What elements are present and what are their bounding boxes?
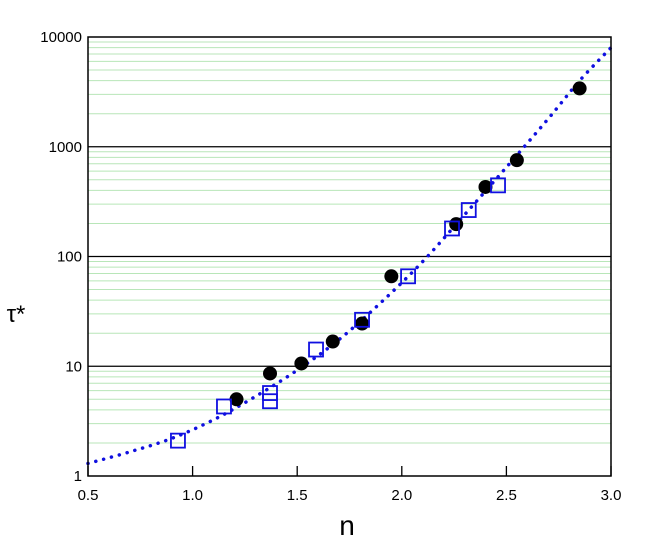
fit-curve xyxy=(86,45,613,466)
minor-gridlines xyxy=(88,41,611,444)
y-tick-label: 1 xyxy=(74,468,82,485)
x-tick-label: 3.0 xyxy=(601,487,622,504)
data-point-square xyxy=(444,220,460,237)
data-point-square xyxy=(262,393,278,410)
data-point-circle xyxy=(229,392,244,407)
data-point-square xyxy=(308,341,324,358)
data-point-square xyxy=(216,398,232,415)
x-tick-label: 1.5 xyxy=(287,487,308,504)
tick-labels: 1 10 100 1000 10000 0.5 1.0 1.5 2.0 2.5 3.0 xyxy=(40,29,621,504)
axis-ticks xyxy=(87,466,612,476)
y-tick-label: 10 xyxy=(65,358,82,375)
y-tick-label: 1000 xyxy=(49,139,82,156)
x-axis-label: n xyxy=(339,510,355,537)
x-tick-label: 0.5 xyxy=(78,487,99,504)
data-point-circle xyxy=(355,316,370,331)
data-point-circle xyxy=(294,356,309,371)
data-point-square xyxy=(460,202,477,218)
data-point-square xyxy=(490,177,506,194)
data-marks xyxy=(170,81,587,449)
x-tick-label: 2.0 xyxy=(391,487,412,504)
plot-frame xyxy=(87,36,612,477)
data-point-circle xyxy=(572,81,587,96)
x-tick-label: 1.0 xyxy=(182,487,203,504)
data-point-circle xyxy=(478,179,493,194)
fit-curve-layer xyxy=(86,45,613,466)
data-point-square xyxy=(170,432,186,449)
data-point-square xyxy=(262,385,278,401)
data-point-circle xyxy=(325,334,340,349)
data-point-circle xyxy=(509,153,524,168)
data-point-circle xyxy=(384,269,399,284)
data-point-square xyxy=(354,311,370,328)
y-tick-label: 100 xyxy=(57,249,82,266)
data-point-circle xyxy=(449,217,464,232)
data-point-square xyxy=(400,268,416,285)
y-tick-label: 10000 xyxy=(40,29,82,46)
y-axis-label: τ* xyxy=(7,301,26,328)
data-point-circle xyxy=(263,366,278,381)
x-tick-label: 2.5 xyxy=(496,487,517,504)
